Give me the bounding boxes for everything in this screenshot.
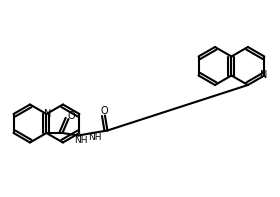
Text: N: N: [44, 109, 51, 119]
Text: NH: NH: [88, 134, 101, 142]
Text: NH: NH: [74, 136, 87, 145]
Text: N: N: [260, 71, 267, 81]
Text: O: O: [100, 106, 108, 115]
Text: O: O: [68, 111, 75, 121]
